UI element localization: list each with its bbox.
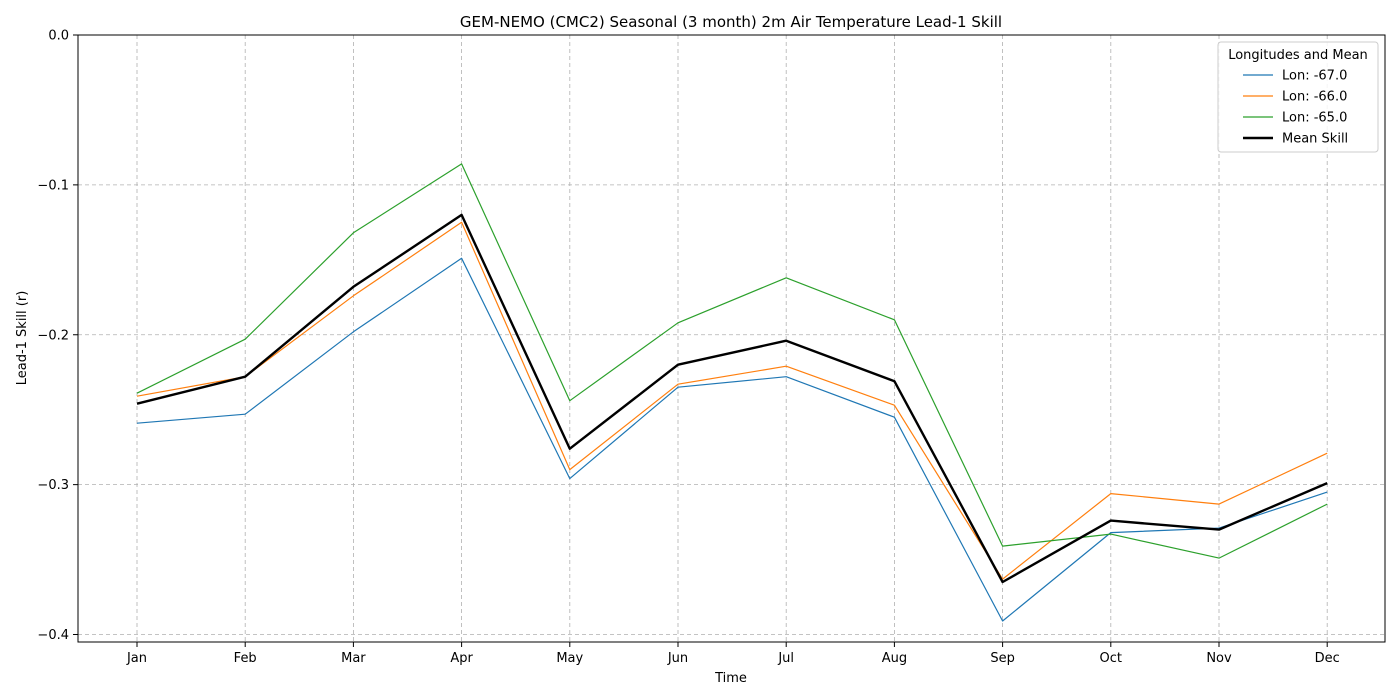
x-tick-label: Apr [450,651,473,666]
x-tick-label: Oct [1100,651,1122,666]
series-lines [136,163,1328,622]
x-tick-label: Feb [234,651,257,666]
legend-label: Lon: -65.0 [1282,111,1347,126]
series-line-lon-65-0 [136,163,1328,559]
y-axis: 0.0 −0.1 −0.2 −0.3 −0.4 [37,29,78,643]
x-axis-label: Time [714,671,747,686]
legend-label: Mean Skill [1282,132,1348,147]
series-line-lon-67-0 [136,257,1328,622]
x-tick-label: Jun [667,651,688,666]
x-tick-label: Nov [1206,651,1232,666]
legend-box [1217,41,1379,153]
series-line-lon-66-0 [136,221,1328,580]
x-tick-label: Aug [882,651,907,666]
x-axis: Jan Feb Mar Apr May Jun Jul Aug Sep Oct Nov Dec [126,642,1340,666]
legend-label: Lon: -67.0 [1282,69,1347,84]
x-tick-label: Dec [1315,651,1340,666]
legend: Longitudes and Mean Lon: -67.0 Lon: -66.0 L… [1217,41,1379,153]
legend-label: Lon: -66.0 [1282,90,1347,105]
y-tick-label: −0.3 [37,478,69,493]
y-tick-label: 0.0 [48,29,69,44]
y-axis-label: Lead-1 Skill (r) [15,291,30,386]
x-tick-label: Jan [126,651,147,666]
chart-title: GEM-NEMO (CMC2) Seasonal (3 month) 2m Ai… [460,13,1002,31]
plot-frame [77,34,1386,643]
series-line-mean-skill [136,213,1328,584]
y-tick-label: −0.4 [37,628,69,643]
x-tick-label: Sep [990,651,1015,666]
y-tick-label: −0.1 [37,178,69,193]
x-tick-label: Jul [777,651,794,666]
x-tick-label: May [556,651,583,666]
y-tick-label: −0.2 [37,328,69,343]
x-tick-label: Mar [341,651,366,666]
legend-title: Longitudes and Mean [1228,48,1368,63]
